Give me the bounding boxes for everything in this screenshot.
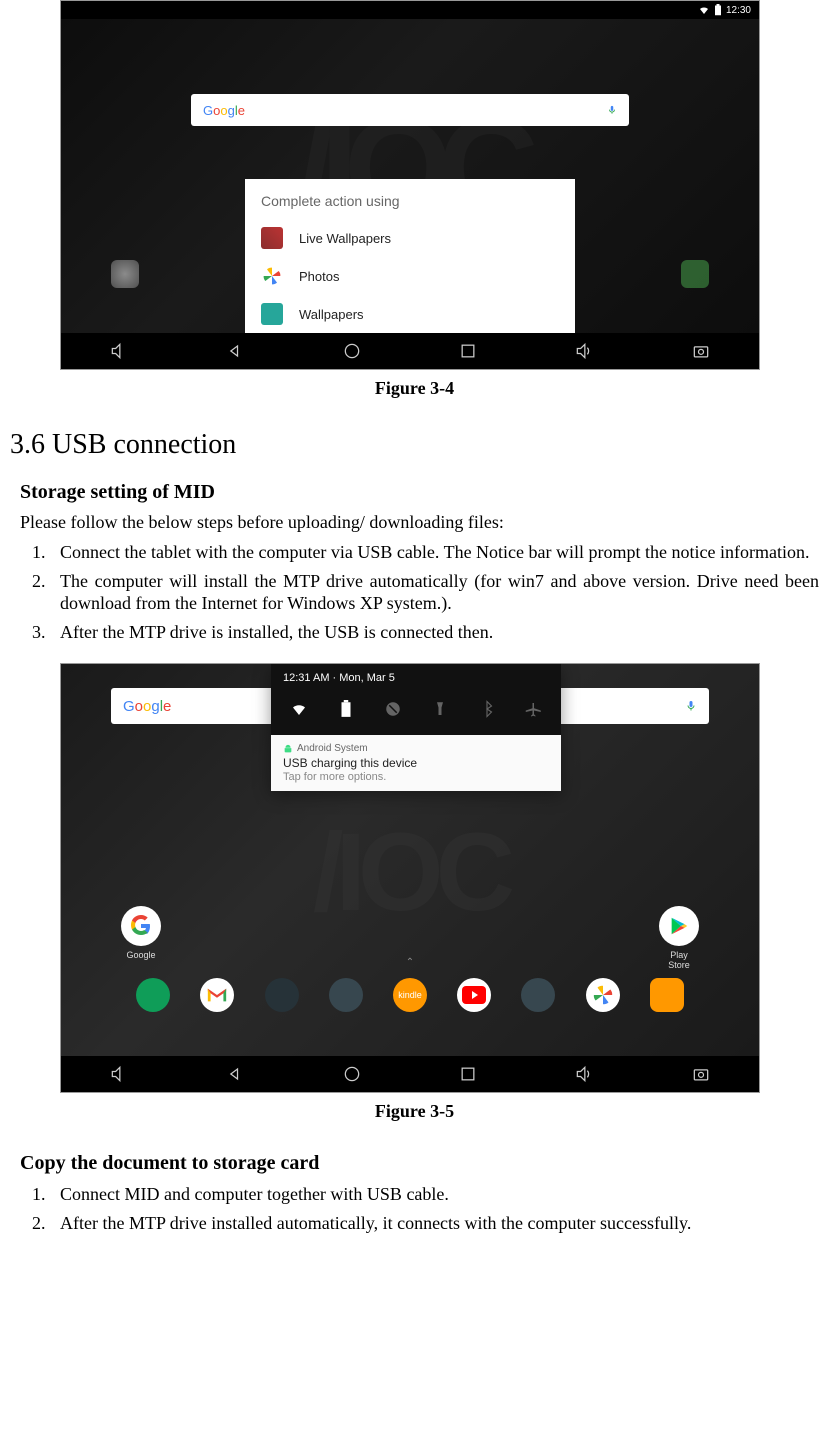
volume-down-icon[interactable] bbox=[109, 1064, 129, 1084]
app-icon[interactable] bbox=[265, 978, 299, 1012]
steps-list-2: Connect MID and computer together with U… bbox=[20, 1183, 819, 1234]
wallpaper: /IOC Google 12:31 AM · Mon, Mar 5 Androi… bbox=[61, 664, 759, 1056]
flashlight-toggle[interactable] bbox=[431, 700, 449, 723]
recents-icon[interactable] bbox=[458, 341, 478, 361]
app-icon[interactable] bbox=[111, 260, 139, 288]
play-store-app[interactable]: Play Store bbox=[659, 906, 699, 946]
photos-icon bbox=[592, 984, 614, 1006]
back-icon[interactable] bbox=[225, 341, 245, 361]
notification-title: USB charging this device bbox=[283, 756, 549, 770]
steps-list-1: Connect the tablet with the computer via… bbox=[20, 541, 819, 643]
back-icon[interactable] bbox=[225, 1064, 245, 1084]
youtube-icon bbox=[462, 986, 486, 1004]
subheading-storage: Storage setting of MID bbox=[20, 481, 819, 504]
app-icon[interactable] bbox=[681, 260, 709, 288]
page-indicator: ⌃ bbox=[406, 957, 414, 968]
google-app[interactable]: Google bbox=[121, 906, 161, 946]
wallpaper: /IOC Google Complete action using Live W… bbox=[61, 19, 759, 333]
wifi-toggle[interactable] bbox=[290, 700, 308, 723]
battery-icon bbox=[714, 4, 722, 16]
android-icon bbox=[283, 744, 293, 754]
photos-icon bbox=[261, 265, 283, 287]
recents-icon[interactable] bbox=[458, 1064, 478, 1084]
wallpapers-icon bbox=[261, 303, 283, 325]
youtube-app[interactable] bbox=[457, 978, 491, 1012]
dnd-toggle[interactable] bbox=[384, 700, 402, 723]
home-app-row: Google Play Store bbox=[121, 906, 699, 946]
mic-icon[interactable] bbox=[607, 103, 617, 117]
hangouts-app[interactable] bbox=[136, 978, 170, 1012]
intro-text: Please follow the below steps before upl… bbox=[20, 512, 819, 533]
notification-shade[interactable]: 12:31 AM · Mon, Mar 5 Android System USB… bbox=[271, 664, 561, 791]
quick-settings bbox=[271, 692, 561, 735]
live-wallpapers-icon bbox=[261, 227, 283, 249]
screenshot-figure-3-4: 12:30 /IOC Google Complete action using … bbox=[60, 0, 760, 370]
airplane-toggle[interactable] bbox=[525, 700, 543, 723]
home-icon[interactable] bbox=[342, 1064, 362, 1084]
kindle-app[interactable]: kindle bbox=[393, 978, 427, 1012]
gmail-app[interactable] bbox=[200, 978, 234, 1012]
google-icon bbox=[129, 914, 153, 938]
step-item: Connect the tablet with the computer via… bbox=[50, 541, 819, 564]
dock: kindle bbox=[121, 978, 699, 1012]
step-item: After the MTP drive is installed, the US… bbox=[50, 621, 819, 644]
subheading-copy: Copy the document to storage card bbox=[20, 1152, 819, 1175]
notification-subtitle: Tap for more options. bbox=[283, 771, 549, 783]
search-bar[interactable]: Google bbox=[191, 94, 629, 126]
camera-app[interactable] bbox=[650, 978, 684, 1012]
app-icon[interactable] bbox=[329, 978, 363, 1012]
dialog-item-photos[interactable]: Photos bbox=[245, 257, 575, 295]
dialog-title: Complete action using bbox=[245, 179, 575, 219]
dialog-item-label: Live Wallpapers bbox=[299, 231, 391, 246]
google-logo: Google bbox=[123, 698, 171, 715]
screenshot-icon[interactable] bbox=[691, 1064, 711, 1084]
figure-caption: Figure 3-4 bbox=[10, 378, 819, 399]
screenshot-figure-3-5: /IOC Google 12:31 AM · Mon, Mar 5 Androi… bbox=[60, 663, 760, 1093]
shade-time: 12:31 AM · Mon, Mar 5 bbox=[271, 664, 561, 692]
volume-down-icon[interactable] bbox=[109, 341, 129, 361]
step-item: The computer will install the MTP drive … bbox=[50, 570, 819, 615]
dialog-item-label: Wallpapers bbox=[299, 307, 364, 322]
play-store-icon bbox=[668, 915, 690, 937]
status-bar: 12:30 bbox=[61, 1, 759, 19]
figure-caption: Figure 3-5 bbox=[10, 1101, 819, 1122]
complete-action-dialog: Complete action using Live Wallpapers Ph… bbox=[245, 179, 575, 333]
bluetooth-toggle[interactable] bbox=[478, 700, 496, 723]
nav-bar bbox=[61, 333, 759, 369]
usb-notification[interactable]: Android System USB charging this device … bbox=[271, 735, 561, 791]
step-item: Connect MID and computer together with U… bbox=[50, 1183, 819, 1206]
battery-toggle[interactable] bbox=[337, 700, 355, 723]
wifi-icon bbox=[698, 4, 710, 16]
screenshot-icon[interactable] bbox=[691, 341, 711, 361]
gmail-icon bbox=[206, 986, 228, 1004]
mic-icon[interactable] bbox=[685, 698, 697, 714]
home-icon[interactable] bbox=[342, 341, 362, 361]
dialog-item-wallpapers[interactable]: Wallpapers bbox=[245, 295, 575, 333]
nav-bar bbox=[61, 1056, 759, 1092]
notification-app-label: Android System bbox=[283, 743, 549, 754]
step-item: After the MTP drive installed automatica… bbox=[50, 1212, 819, 1235]
photos-app[interactable] bbox=[586, 978, 620, 1012]
dialog-item-label: Photos bbox=[299, 269, 339, 284]
volume-up-icon[interactable] bbox=[574, 1064, 594, 1084]
google-logo: Google bbox=[203, 103, 245, 118]
app-icon[interactable] bbox=[521, 978, 555, 1012]
section-heading: 3.6 USB connection bbox=[10, 429, 819, 461]
dialog-item-live-wallpapers[interactable]: Live Wallpapers bbox=[245, 219, 575, 257]
status-time: 12:30 bbox=[726, 5, 751, 16]
volume-up-icon[interactable] bbox=[574, 341, 594, 361]
